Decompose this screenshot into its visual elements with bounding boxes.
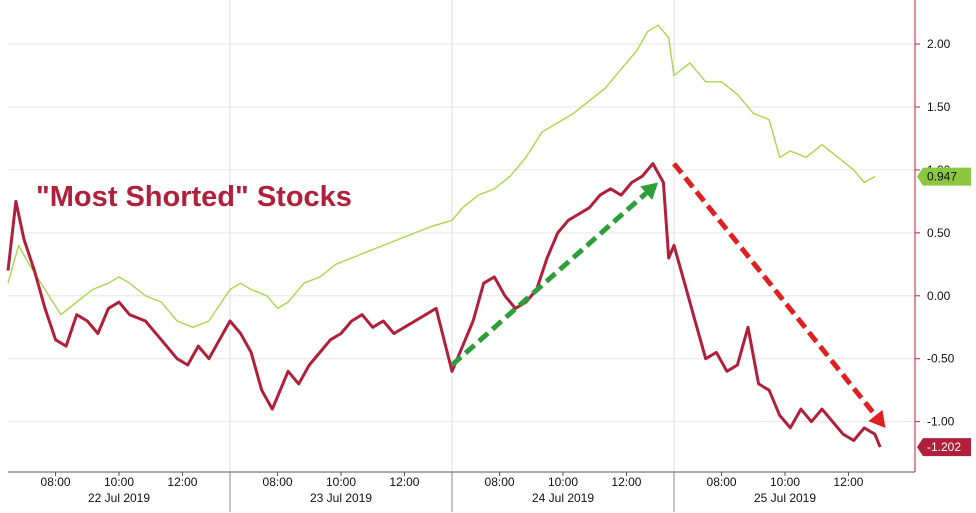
chart-annotation: "Most Shorted" Stocks (36, 181, 352, 213)
trend-arrow-head (640, 182, 659, 200)
trend-arrow-shaft (450, 191, 648, 367)
x-date-label: 24 Jul 2019 (532, 491, 594, 505)
last-value-badges: 0.947 -1.202 (917, 167, 971, 457)
x-tick-label: 12:00 (167, 475, 197, 489)
x-tick-label: 08:00 (485, 475, 515, 489)
series-layer (6, 24, 882, 448)
y-axis: 2.001.501.000.500.00-0.50-1.00 (915, 37, 955, 429)
last-value-badge (917, 438, 971, 457)
x-tick-label: 12:00 (611, 475, 641, 489)
x-tick-label: 08:00 (707, 475, 737, 489)
y-tick-label: 2.00 (927, 37, 951, 51)
y-tick-label: 0.50 (927, 226, 951, 240)
x-tick-label: 10:00 (104, 475, 134, 489)
trend-arrows (450, 162, 886, 428)
y-tick-label: 0.00 (927, 289, 951, 303)
x-date-label: 25 Jul 2019 (754, 491, 816, 505)
series-line-red (6, 162, 882, 448)
y-tick-label: -0.50 (927, 352, 955, 366)
x-tick-label: 10:00 (326, 475, 356, 489)
x-tick-label: 08:00 (263, 475, 293, 489)
x-axis: 08:00 10:00 12:00 08:00 10:00 12:00 08:00 10:00… (41, 472, 864, 512)
y-tick-label: -1.00 (927, 415, 955, 429)
last-value-label: 0.947 (927, 170, 957, 184)
x-tick-label: 12:00 (389, 475, 419, 489)
trend-arrow-head (868, 409, 886, 428)
x-date-label: 23 Jul 2019 (310, 491, 372, 505)
x-date-label: 22 Jul 2019 (88, 491, 150, 505)
trend-arrow-shaft (672, 162, 878, 418)
grid-lines (8, 0, 915, 472)
x-tick-label: 08:00 (41, 475, 71, 489)
x-tick-label: 10:00 (548, 475, 578, 489)
y-tick-label: 1.50 (927, 100, 951, 114)
x-tick-label: 10:00 (770, 475, 800, 489)
x-tick-label: 12:00 (833, 475, 863, 489)
last-value-badge (917, 167, 971, 186)
series-line-green (7, 24, 876, 328)
last-value-label: -1.202 (927, 440, 961, 454)
